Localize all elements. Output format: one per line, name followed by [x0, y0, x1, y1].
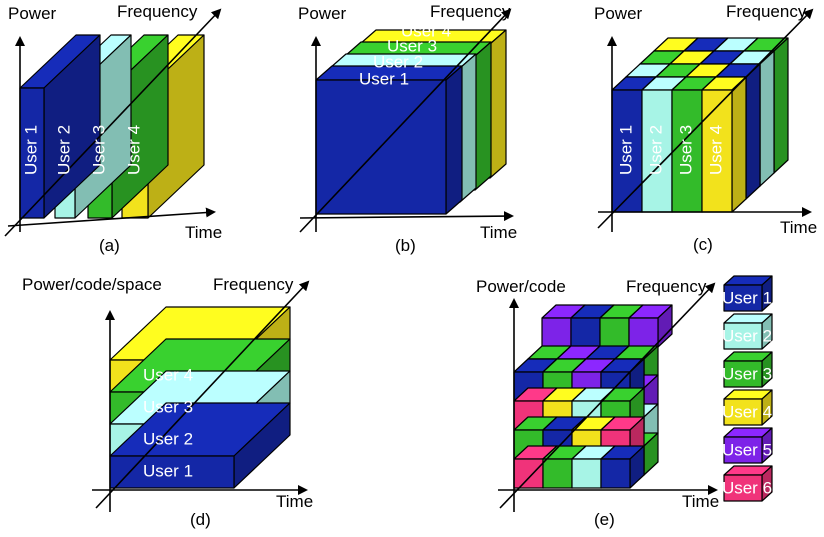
panel-b-caption: (b): [395, 236, 416, 255]
panel-c-cell-1-3-side-face: [745, 63, 761, 200]
panel-d-frequency-label: Frequency: [213, 275, 294, 294]
panel-c-time-label: Time: [780, 218, 817, 237]
panel-e-legend-user-1-swatch-front-face: [723, 284, 763, 312]
panel-b-user-4-label: User 4: [401, 21, 451, 40]
panel-c-cell-2-3-side-face: [759, 50, 775, 187]
panel-c-user-4-label: User 4: [706, 125, 725, 175]
panel-e-frequency-label: Frequency: [626, 277, 707, 296]
panel-a-frequency-label: Frequency: [117, 2, 198, 21]
panel-c-user-3-label: User 3: [676, 125, 695, 175]
panel-a-user-2-label: User 2: [54, 125, 73, 175]
panel-c-caption: (c): [693, 235, 713, 254]
panel-c: Power Frequency Time (c) User 1 User 2 Use…: [594, 2, 817, 254]
panel-a-user-bands: [19, 34, 205, 219]
panel-d-caption: (d): [190, 510, 211, 529]
panel-b-user-1-label: User 1: [359, 69, 409, 88]
panel-e-cube-0-3-3: [600, 445, 645, 489]
panel-e-y-label: Power/code: [476, 277, 566, 296]
panel-c-user-1-label: User 1: [616, 125, 635, 175]
panel-b-user-4-layer-side-face: [489, 29, 507, 179]
panel-b-time-label: Time: [480, 223, 517, 242]
panel-c-cell-0-3-side-face: [731, 76, 747, 213]
panel-e-cube-grid: [513, 304, 673, 489]
panel-e-legend: User 1 User 2 User 3 User 4 User 5 User 6: [722, 275, 773, 502]
panel-e-legend-user-1-swatch: [723, 275, 773, 312]
panel-e-cube-0-3-2-front-face: [571, 458, 602, 489]
panel-d-user-2-label: User 2: [143, 429, 193, 448]
panel-e-legend-user-4-swatch-front-face: [723, 398, 763, 426]
panel-a: Power Frequency Time (a) User 1 User 2 Use…: [4, 2, 222, 255]
panel-b-user-3-layer-side-face: [474, 41, 492, 191]
panel-b-user-2-label: User 2: [373, 52, 423, 71]
panel-b-user-1-layer-side-face: [445, 65, 463, 215]
panel-d-user-4-label: User 4: [143, 365, 193, 384]
panel-c-cell-0-3: [701, 76, 747, 213]
panel-c-frequency-axis: [597, 8, 814, 229]
panel-e-legend-user-2-swatch: [723, 313, 773, 350]
panel-d-user-1-layer: [109, 402, 291, 489]
panel-e-legend-user-3-swatch-front-face: [723, 360, 763, 388]
panel-b-frequency-axis: [299, 8, 512, 233]
panel-e-legend-user-2-label: User 2: [722, 326, 772, 345]
panel-e: Power/code Frequency Time (e) User 1User…: [476, 275, 773, 529]
panel-e-cube-2-0-3: [628, 304, 673, 348]
panel-c-user-2-label: User 2: [646, 125, 665, 175]
panel-e-cube-0-3-1-front-face: [542, 458, 573, 489]
panel-d-y-label: Power/code/space: [22, 275, 162, 294]
panel-e-legend-user-4-swatch: [723, 389, 773, 426]
panel-e-caption: (e): [594, 510, 615, 529]
panel-e-legend-user-2-swatch-front-face: [723, 322, 763, 350]
panel-d-frequency-axis: [95, 280, 310, 509]
panel-c-time-frequency-grid: [611, 37, 789, 213]
panel-b-user-layers: [315, 29, 507, 215]
panel-d: Power/code/space Frequency Time (d) User…: [22, 275, 313, 529]
panel-d-user-3-label: User 3: [143, 397, 193, 416]
panel-e-cube-2-0-2-front-face: [599, 317, 630, 348]
panel-b-power-label: Power: [298, 4, 347, 23]
panel-a-time-label: Time: [185, 223, 222, 242]
panel-e-legend-user-5-label: User 5: [722, 440, 772, 459]
panel-e-legend-user-5-swatch-front-face: [723, 436, 763, 464]
panel-c-user-labels: User 1 User 2 User 3 User 4: [616, 125, 725, 175]
panel-a-user-3-label: User 3: [89, 125, 108, 175]
panel-e-cube-2-0-3-front-face: [628, 317, 659, 348]
panel-a-frequency-axis: [4, 8, 222, 237]
panel-e-legend-user-4-label: User 4: [722, 402, 772, 421]
panel-b-user-3-label: User 3: [387, 36, 437, 55]
panel-c-cell-3-3-side-face: [773, 37, 789, 174]
panel-e-cube-0-3-3-front-face: [600, 458, 631, 489]
panel-e-legend-user-5-swatch: [723, 427, 773, 464]
panel-a-user-labels: User 1 User 2 User 3 User 4: [21, 125, 143, 175]
panel-e-legend-user-3-label: User 3: [722, 364, 772, 383]
panel-c-power-label: Power: [594, 4, 643, 23]
panel-e-legend-user-6-label: User 6: [722, 478, 772, 497]
panel-a-power-label: Power: [8, 4, 57, 23]
panel-e-frequency-axis: [499, 282, 716, 509]
panel-e-cube-0-3-0-front-face: [513, 458, 544, 489]
panel-e-cube-2-0-0-front-face: [541, 317, 572, 348]
panel-a-user-1-band: [19, 34, 101, 219]
panel-e-legend-user-1-label: User 1: [722, 288, 772, 307]
panel-e-legend-user-6-swatch-front-face: [723, 474, 763, 502]
panel-d-user-labels: User 4 User 3 User 2 User 1: [143, 365, 193, 480]
panel-a-user-1-label: User 1: [21, 125, 40, 175]
panel-b-frequency-label: Frequency: [430, 2, 511, 21]
panel-e-legend-user-6-swatch: [723, 465, 773, 502]
panel-e-cube-2-0-1-front-face: [570, 317, 601, 348]
panel-d-user-1-label: User 1: [143, 461, 193, 480]
panel-c-frequency-label: Frequency: [726, 2, 807, 21]
panel-e-time-label: Time: [682, 492, 719, 511]
panel-a-time-axis: [7, 207, 216, 227]
panel-b-time-axis: [299, 211, 514, 222]
panel-e-legend-user-3-swatch: [723, 351, 773, 388]
panel-a-caption: (a): [99, 236, 120, 255]
panel-d-time-label: Time: [276, 492, 313, 511]
panel-a-user-4-label: User 4: [124, 125, 143, 175]
